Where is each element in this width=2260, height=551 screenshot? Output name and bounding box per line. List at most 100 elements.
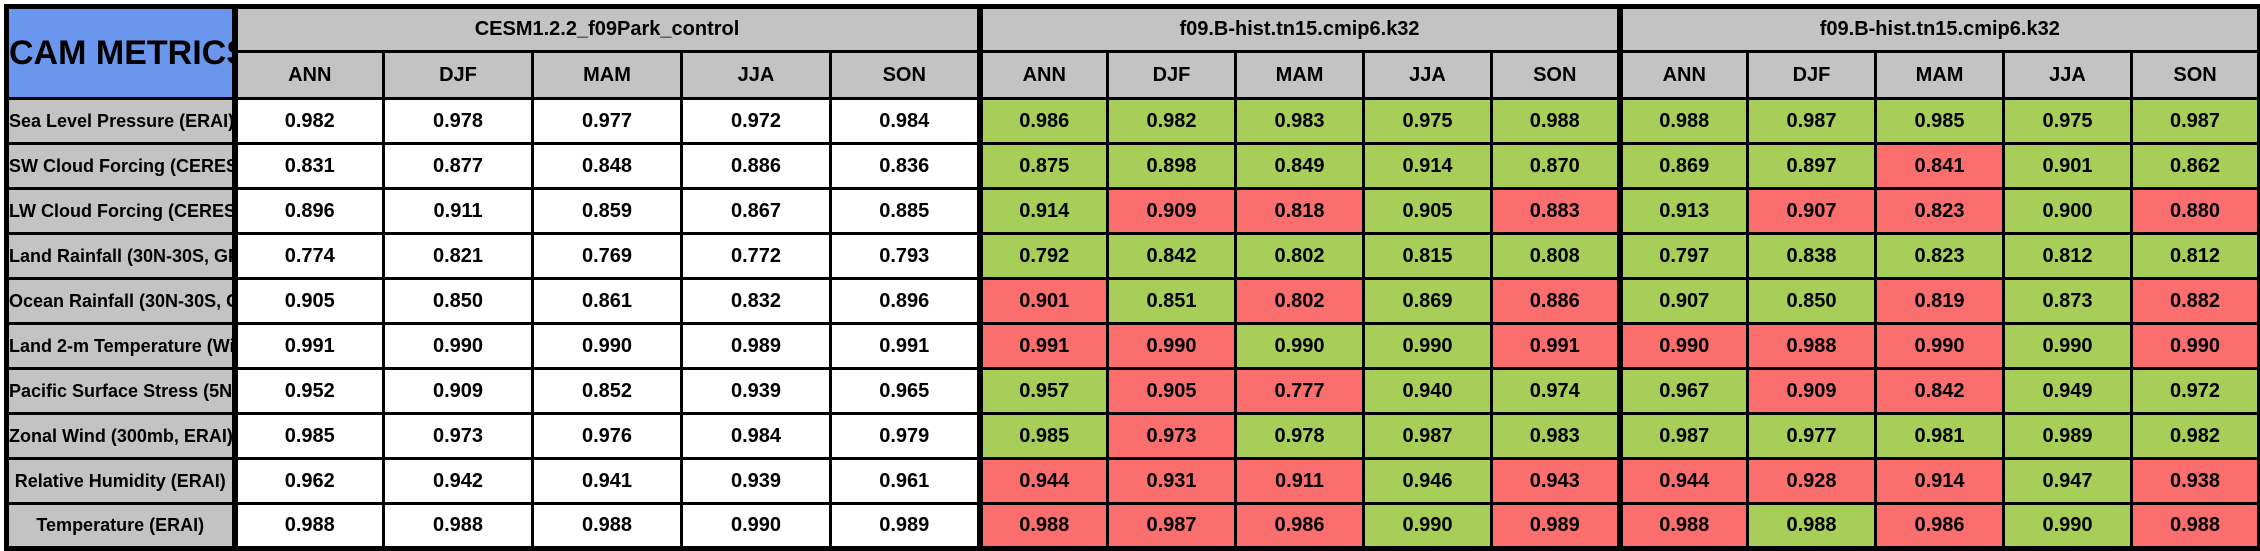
metric-value-cell: 0.896	[233, 187, 385, 235]
row-label: Pacific Surface Stress (5N-5S,ERS)	[5, 367, 238, 415]
metric-value-cell: 0.988	[976, 502, 1110, 550]
metric-value-cell: 0.797	[1616, 232, 1750, 280]
row-label: Land Rainfall (30N-30S, GPCP)	[5, 232, 238, 280]
metric-value-cell: 0.905	[1106, 367, 1238, 415]
season-header: JJA	[2002, 50, 2134, 100]
metric-value-cell: 0.987	[1746, 97, 1878, 145]
metric-value-cell: 0.961	[828, 457, 982, 505]
metric-value-cell: 0.823	[1874, 232, 2006, 280]
metric-value-cell: 0.989	[680, 322, 832, 370]
metric-value-cell: 0.873	[2002, 277, 2134, 325]
row-label: Zonal Wind (300mb, ERAI)	[5, 412, 238, 460]
metric-value-cell: 0.914	[976, 187, 1110, 235]
metric-value-cell: 0.990	[2002, 322, 2134, 370]
metric-value-cell: 0.982	[233, 97, 385, 145]
metric-row: SW Cloud Forcing (CERES-EBAF)0.8310.8770…	[5, 142, 2260, 190]
metric-value-cell: 0.952	[233, 367, 385, 415]
metric-value-cell: 0.897	[1746, 142, 1878, 190]
metric-value-cell: 0.883	[1490, 187, 1622, 235]
metric-value-cell: 0.990	[1106, 322, 1238, 370]
metric-value-cell: 0.911	[382, 187, 534, 235]
metric-value-cell: 0.990	[1874, 322, 2006, 370]
metric-value-cell: 0.859	[531, 187, 683, 235]
metric-value-cell: 0.986	[1874, 502, 2006, 550]
metric-value-cell: 0.907	[1746, 187, 1878, 235]
metric-value-cell: 0.974	[1490, 367, 1622, 415]
metric-value-cell: 0.947	[2002, 457, 2134, 505]
model-header-row: CAM METRICS CESM1.2.2_f09Park_control f09…	[5, 5, 2260, 100]
metric-value-cell: 0.990	[531, 322, 683, 370]
metric-value-cell: 0.957	[976, 367, 1110, 415]
metric-value-cell: 0.914	[1874, 457, 2006, 505]
metric-value-cell: 0.972	[680, 97, 832, 145]
row-label: Relative Humidity (ERAI)	[5, 457, 238, 505]
metric-value-cell: 0.900	[2002, 187, 2134, 235]
season-header: SON	[828, 50, 982, 100]
metric-value-cell: 0.989	[1490, 502, 1622, 550]
metric-value-cell: 0.989	[2002, 412, 2134, 460]
cam-metrics-table: CAM METRICS CESM1.2.2_f09Park_control f09…	[4, 4, 2260, 551]
metric-value-cell: 0.991	[233, 322, 385, 370]
metric-value-cell: 0.882	[2130, 277, 2260, 325]
metric-value-cell: 0.983	[1234, 97, 1366, 145]
metric-value-cell: 0.777	[1234, 367, 1366, 415]
metric-value-cell: 0.939	[680, 367, 832, 415]
metric-value-cell: 0.990	[1362, 502, 1494, 550]
metric-value-cell: 0.973	[1106, 412, 1238, 460]
metric-value-cell: 0.972	[2130, 367, 2260, 415]
metric-value-cell: 0.901	[976, 277, 1110, 325]
metric-value-cell: 0.990	[1616, 322, 1750, 370]
metric-value-cell: 0.991	[1490, 322, 1622, 370]
metric-value-cell: 0.875	[976, 142, 1110, 190]
metric-row: Pacific Surface Stress (5N-5S,ERS)0.952 0…	[5, 367, 2260, 415]
row-label: LW Cloud Forcing (CERES-EBAF)	[5, 187, 238, 235]
metric-value-cell: 0.832	[680, 277, 832, 325]
row-label: Temperature (ERAI)	[5, 502, 238, 550]
metric-value-cell: 0.818	[1234, 187, 1366, 235]
metric-value-cell: 0.988	[1746, 502, 1878, 550]
metric-value-cell: 0.867	[680, 187, 832, 235]
metric-value-cell: 0.985	[1874, 97, 2006, 145]
metric-value-cell: 0.869	[1362, 277, 1494, 325]
metric-value-cell: 0.979	[828, 412, 982, 460]
metric-value-cell: 0.988	[531, 502, 683, 550]
metric-value-cell: 0.862	[2130, 142, 2260, 190]
model-header: CESM1.2.2_f09Park_control	[232, 5, 982, 53]
metric-value-cell: 0.962	[233, 457, 385, 505]
metric-value-cell: 0.850	[382, 277, 534, 325]
season-header: DJF	[382, 50, 534, 100]
metric-value-cell: 0.850	[1746, 277, 1878, 325]
metric-value-cell: 0.812	[2130, 232, 2260, 280]
metric-value-cell: 0.774	[233, 232, 385, 280]
metric-value-cell: 0.991	[976, 322, 1110, 370]
metric-value-cell: 0.990	[382, 322, 534, 370]
metric-value-cell: 0.905	[233, 277, 385, 325]
metric-value-cell: 0.941	[531, 457, 683, 505]
metric-value-cell: 0.901	[2002, 142, 2134, 190]
metric-value-cell: 0.842	[1106, 232, 1238, 280]
row-label: Ocean Rainfall (30N-30S, GPCP)	[5, 277, 238, 325]
metric-value-cell: 0.812	[2002, 232, 2134, 280]
metric-value-cell: 0.851	[1106, 277, 1238, 325]
metric-value-cell: 0.977	[1746, 412, 1878, 460]
metric-row: Relative Humidity (ERAI) 0.962 0.942 0.941 0…	[5, 457, 2260, 505]
metric-value-cell: 0.987	[1106, 502, 1238, 550]
metric-value-cell: 0.821	[382, 232, 534, 280]
metric-value-cell: 0.886	[1490, 277, 1622, 325]
metric-row: LW Cloud Forcing (CERES-EBAF)0.8960.9110…	[5, 187, 2260, 235]
metric-value-cell: 0.823	[1874, 187, 2006, 235]
metric-value-cell: 0.939	[680, 457, 832, 505]
metric-value-cell: 0.949	[2002, 367, 2134, 415]
metric-value-cell: 0.990	[2002, 502, 2134, 550]
season-header: ANN	[1616, 50, 1750, 100]
metric-value-cell: 0.990	[1362, 322, 1494, 370]
metric-value-cell: 0.985	[976, 412, 1110, 460]
metric-value-cell: 0.986	[976, 97, 1110, 145]
metric-value-cell: 0.911	[1234, 457, 1366, 505]
metric-value-cell: 0.885	[828, 187, 982, 235]
metric-value-cell: 0.981	[1874, 412, 2006, 460]
model-header: f09.B-hist.tn15.cmip6.k32	[976, 5, 1622, 53]
table-body: Sea Level Pressure (ERAI) 0.982 0.978 0.977…	[5, 97, 2260, 550]
metric-value-cell: 0.944	[976, 457, 1110, 505]
metric-value-cell: 0.986	[1234, 502, 1366, 550]
